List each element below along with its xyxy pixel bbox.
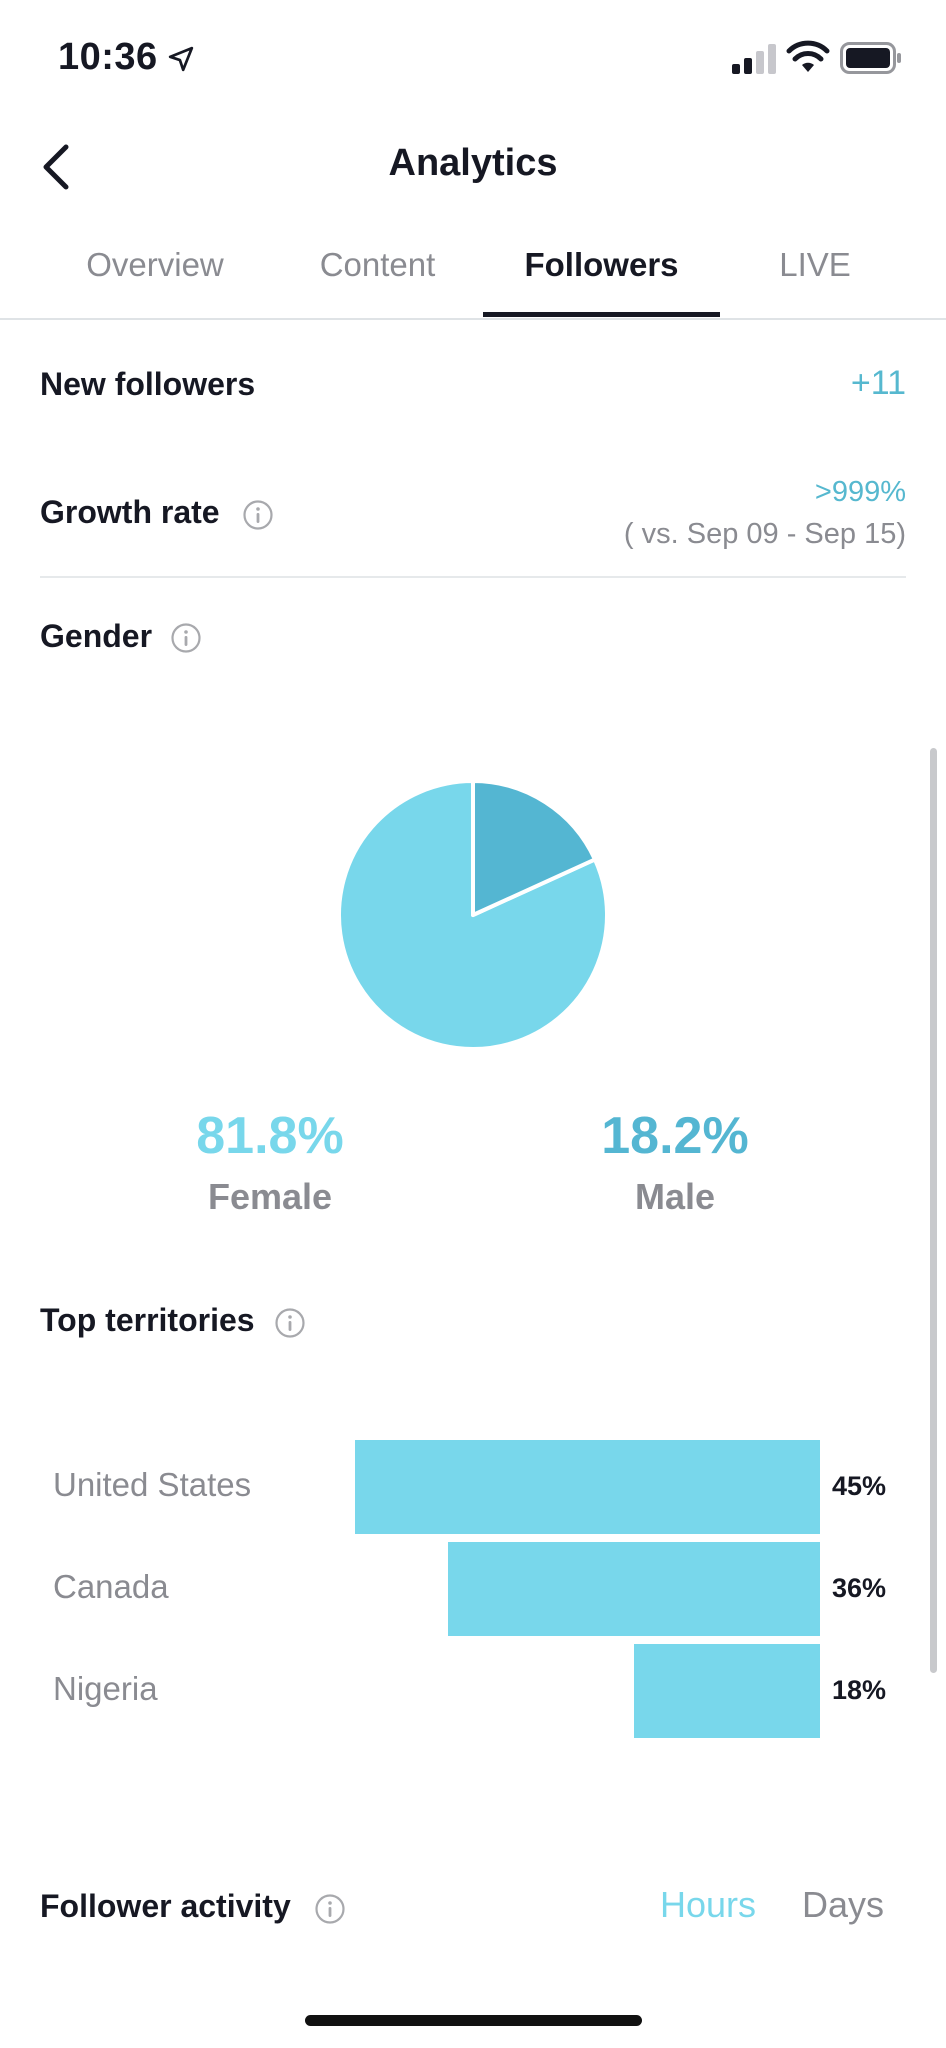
gender-label: Gender (40, 618, 153, 654)
pie-slice-male (471, 779, 597, 917)
growth-rate-comparison: ( vs. Sep 09 - Sep 15) (623, 518, 906, 550)
territory-name: Canada (53, 1568, 169, 1605)
top-territories-label: Top territories (40, 1302, 255, 1338)
male-percent: 18.2% (601, 1107, 749, 1165)
gender-pie-chart (337, 779, 609, 1051)
scrollbar[interactable] (930, 748, 937, 1673)
male-label: Male (634, 1176, 716, 1217)
new-followers-label: New followers (40, 366, 256, 402)
territory-percent: 18% (832, 1675, 887, 1705)
territory-bar (448, 1542, 820, 1636)
status-time: 10:36 (58, 36, 158, 78)
page-title: Analytics (388, 142, 558, 184)
new-followers-value: +11 (850, 364, 906, 402)
territory-bar (355, 1440, 820, 1534)
section-divider (40, 576, 906, 578)
territory-bar (634, 1644, 820, 1738)
growth-rate-label: Growth rate (40, 494, 220, 530)
wifi-icon (786, 40, 830, 72)
cellular-signal-icon (732, 44, 776, 74)
active-tab-indicator (483, 312, 720, 317)
location-arrow-icon (168, 46, 194, 72)
info-icon[interactable] (314, 1893, 346, 1925)
tab-bar: Overview Content Followers LIVE (0, 240, 946, 318)
home-indicator (305, 2015, 642, 2026)
tab-followers[interactable]: Followers (524, 246, 679, 283)
female-label: Female (207, 1176, 333, 1217)
follower-activity-label: Follower activity (40, 1888, 291, 1924)
info-icon[interactable] (242, 499, 274, 531)
info-icon[interactable] (274, 1307, 306, 1339)
territory-percent: 36% (832, 1573, 887, 1603)
battery-icon (840, 42, 901, 74)
tab-overview[interactable]: Overview (86, 246, 224, 283)
territory-name: United States (53, 1466, 252, 1503)
territory-name: Nigeria (53, 1670, 158, 1707)
female-percent: 81.8% (196, 1107, 344, 1165)
tab-bar-divider (0, 318, 946, 320)
tab-live[interactable]: LIVE (779, 246, 851, 283)
days-toggle[interactable]: Days (802, 1884, 885, 1925)
growth-rate-value: >999% (814, 476, 906, 508)
back-chevron-icon[interactable] (38, 142, 72, 192)
territories-bar-chart: United States 45% Canada 36% Nigeria 18% (0, 1440, 946, 1740)
info-icon[interactable] (170, 622, 202, 654)
hours-toggle[interactable]: Hours (660, 1884, 757, 1925)
territory-percent: 45% (832, 1471, 887, 1501)
tab-content[interactable]: Content (319, 246, 436, 283)
